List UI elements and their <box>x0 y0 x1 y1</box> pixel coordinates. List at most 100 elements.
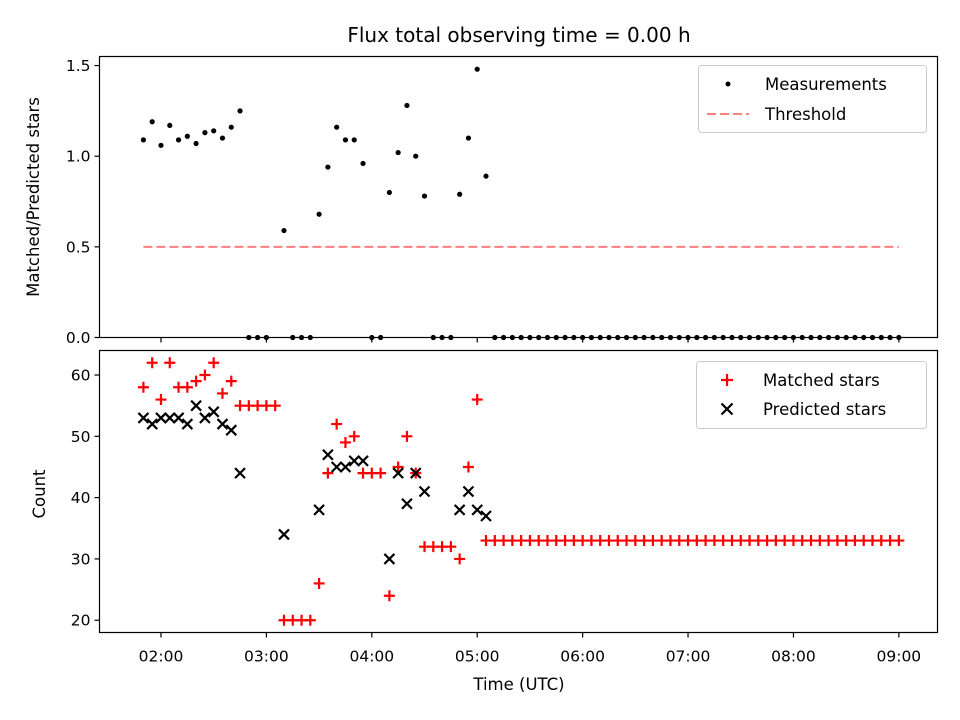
predicted-star-point <box>172 412 185 424</box>
measurement-point <box>457 191 463 197</box>
count-x-tick-label: 04:00 <box>349 648 394 666</box>
predicted-star-point <box>146 418 158 430</box>
matched-star-point <box>225 375 237 387</box>
matched-star-point <box>190 375 202 387</box>
matched-star-point <box>216 387 228 399</box>
measurement-point <box>342 137 349 143</box>
count-y-tick-label: 40 <box>71 489 91 507</box>
predicted-star-point <box>480 510 492 522</box>
count-y-tick-label: 60 <box>71 367 91 385</box>
matched-star-point <box>375 467 387 479</box>
predicted-star-point <box>392 467 404 479</box>
ratio-x-ticks <box>160 337 900 343</box>
measurement-point <box>184 133 190 139</box>
measurement-point <box>334 124 340 130</box>
predicted-star-point <box>181 418 194 430</box>
measurement-point <box>167 122 173 128</box>
predicted-star-point <box>155 412 167 424</box>
matched-star-point <box>471 394 483 406</box>
legend-threshold-label: Threshold <box>764 105 846 124</box>
count-x-tick-label: 02:00 <box>139 648 184 666</box>
chart-title: Flux total observing time = 0.00 h <box>347 23 690 47</box>
measurement-point <box>281 227 287 234</box>
matched-star-point <box>445 541 457 553</box>
matched-star-point <box>137 381 149 393</box>
ratio-y-tick-label: 0.0 <box>66 329 91 347</box>
matched-star-point <box>269 400 281 412</box>
measurement-point <box>386 189 392 196</box>
matched-star-point <box>392 461 404 473</box>
matched-star-point <box>208 357 220 369</box>
ratio-y-tick-label: 0.5 <box>66 238 91 256</box>
predicted-star-point <box>348 455 361 467</box>
count-x-tick-label: 08:00 <box>771 648 816 666</box>
predicted-star-point <box>383 553 396 565</box>
measurement-point <box>413 153 419 159</box>
predicted-star-point <box>199 412 211 424</box>
x-axis-label: Time (UTC) <box>472 675 564 694</box>
predicted-star-point <box>207 406 220 418</box>
matched-star-point <box>348 430 360 442</box>
ratio-y-axis-label: Matched/Predicted stars <box>24 97 43 297</box>
count-x-tick-label: 03:00 <box>244 648 289 666</box>
count-y-tick-label: 30 <box>71 550 91 568</box>
matched-star-point <box>146 357 158 369</box>
count-y-tick-label: 20 <box>71 612 91 630</box>
predicted-star-point <box>190 399 202 412</box>
predicted-star-point <box>330 461 343 473</box>
count-marks <box>137 357 905 626</box>
measurement-point <box>421 193 428 199</box>
count-panel: 20 30 40 50 60 02:00 03:00 04:00 05:00 06:00 07:0… <box>30 349 939 694</box>
count-legend-frame <box>696 361 927 429</box>
matched-star-point <box>155 394 167 406</box>
count-x-ticks: 02:00 03:00 04:00 05:00 06:00 07:00 08:00 09:00 <box>139 632 922 666</box>
legend-measurements-label: Measurements <box>765 75 887 94</box>
measurement-point <box>465 135 472 141</box>
predicted-star-point <box>471 504 483 516</box>
ratio-y-tick-label: 1.0 <box>66 148 91 166</box>
matched-star-point <box>401 430 413 442</box>
count-y-ticks: 20 30 40 50 60 <box>71 367 100 630</box>
matched-star-point <box>304 614 316 626</box>
measurement-point <box>202 130 208 136</box>
measurement-point <box>193 140 199 147</box>
predicted-star-point <box>216 418 229 430</box>
predicted-star-point <box>225 424 238 436</box>
legend-measurements-marker <box>725 81 731 87</box>
predicted-star-point <box>322 448 334 461</box>
predicted-star-point <box>137 412 150 424</box>
measurement-point <box>395 149 401 156</box>
count-x-tick-label: 09:00 <box>877 648 922 666</box>
count-y-axis-label: Count <box>30 469 49 519</box>
count-x-tick-label: 07:00 <box>666 648 711 666</box>
predicted-star-point <box>339 461 352 473</box>
predicted-star-point <box>313 504 325 516</box>
ratio-axes-frame <box>98 55 939 339</box>
matched-star-point <box>313 577 325 589</box>
matched-star-point <box>383 590 395 602</box>
count-y-tick-label: 50 <box>71 428 91 446</box>
predicted-star-point <box>418 485 431 498</box>
legend-predicted-marker <box>720 402 734 416</box>
count-axes-frame <box>98 349 939 634</box>
predicted-star-point <box>278 528 290 541</box>
matched-star-point <box>164 357 176 369</box>
matched-star-point <box>339 436 351 448</box>
measurement-point <box>360 160 366 167</box>
ratio-legend-frame <box>698 65 927 133</box>
count-x-tick-label: 05:00 <box>455 648 500 666</box>
legend-matched-marker <box>721 374 733 386</box>
matched-star-point <box>199 369 211 381</box>
count-x-tick-label: 06:00 <box>560 648 605 666</box>
matched-star-point <box>322 467 334 479</box>
measurement-point <box>219 135 226 141</box>
measurement-point <box>149 119 155 125</box>
predicted-star-point <box>357 455 369 467</box>
legend-matched-label: Matched stars <box>763 371 880 390</box>
measurement-point <box>325 164 331 170</box>
predicted-star-point <box>401 497 413 510</box>
matched-star-point <box>454 553 466 565</box>
predicted-star-point <box>163 412 176 424</box>
matched-star-point <box>462 461 474 473</box>
